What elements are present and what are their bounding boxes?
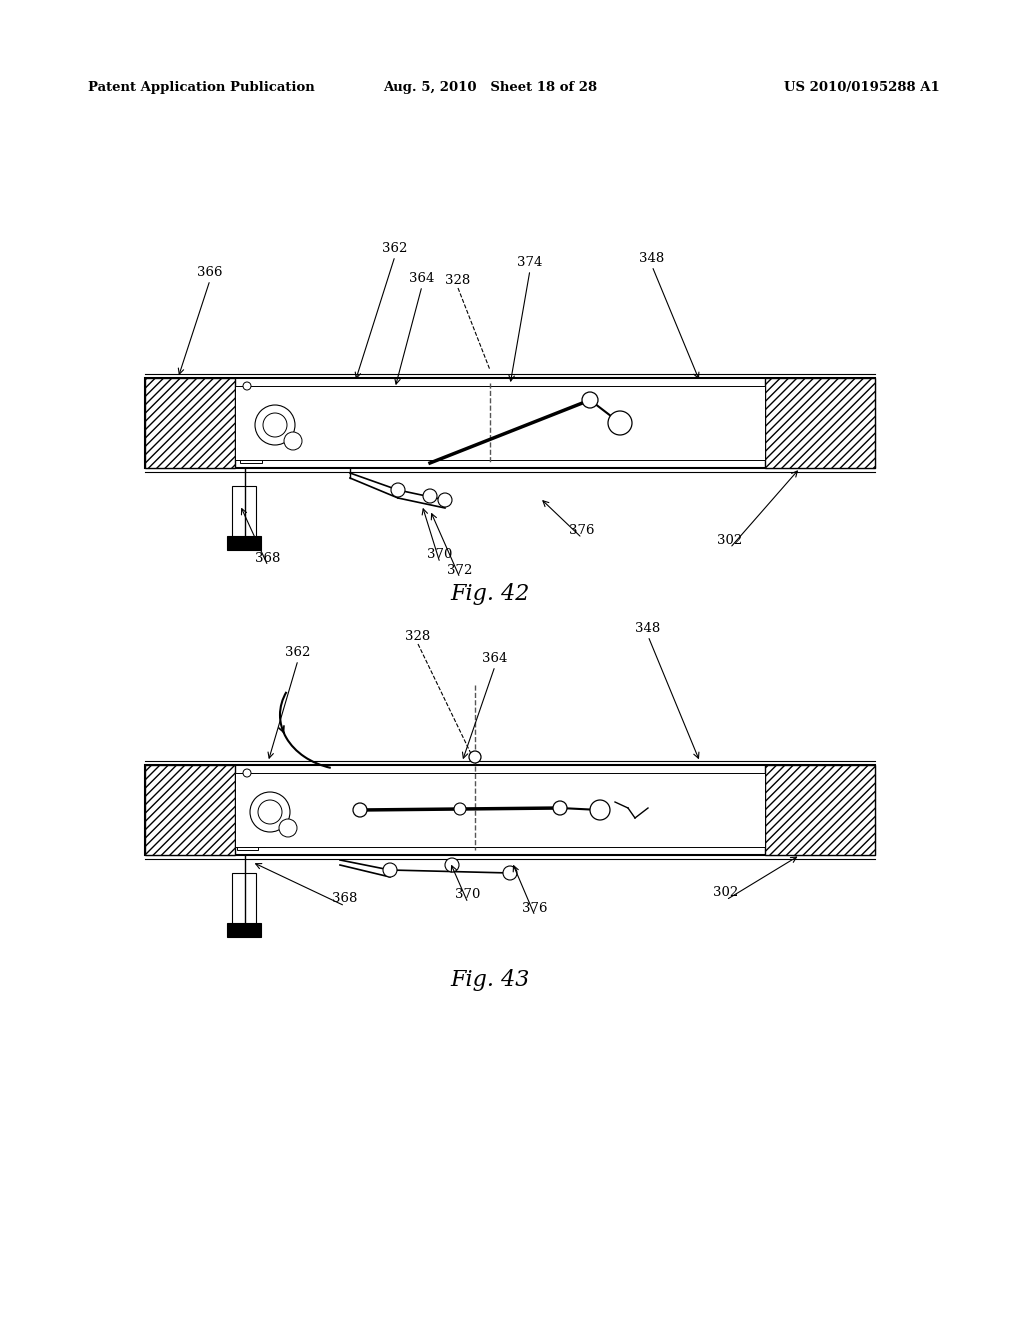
- Circle shape: [438, 492, 452, 507]
- Text: 302: 302: [714, 886, 738, 899]
- Circle shape: [250, 792, 290, 832]
- Circle shape: [454, 803, 466, 814]
- Bar: [259, 396, 273, 451]
- Text: 376: 376: [522, 902, 548, 915]
- Text: Aug. 5, 2010   Sheet 18 of 28: Aug. 5, 2010 Sheet 18 of 28: [383, 82, 597, 95]
- Circle shape: [255, 405, 295, 445]
- Text: Patent Application Publication: Patent Application Publication: [88, 82, 314, 95]
- Text: 364: 364: [410, 272, 434, 285]
- Circle shape: [582, 392, 598, 408]
- Circle shape: [243, 381, 251, 389]
- Bar: [224, 779, 240, 843]
- Text: 302: 302: [718, 533, 742, 546]
- Bar: [227, 923, 261, 937]
- Text: 376: 376: [569, 524, 595, 536]
- Text: 362: 362: [286, 645, 310, 659]
- Bar: [765, 766, 874, 855]
- Text: 366: 366: [198, 265, 223, 279]
- Text: 374: 374: [517, 256, 543, 268]
- Bar: [227, 536, 261, 550]
- Bar: [145, 378, 234, 469]
- Circle shape: [263, 413, 287, 437]
- Text: 368: 368: [333, 891, 357, 904]
- Bar: [227, 392, 244, 455]
- Bar: [232, 486, 256, 540]
- Text: US 2010/0195288 A1: US 2010/0195288 A1: [784, 82, 940, 95]
- Bar: [240, 385, 262, 463]
- Circle shape: [590, 800, 610, 820]
- Bar: [765, 378, 874, 469]
- Bar: [145, 378, 874, 469]
- Bar: [245, 777, 265, 847]
- Circle shape: [608, 411, 632, 436]
- Text: Fig. 43: Fig. 43: [451, 969, 529, 991]
- Bar: [248, 389, 268, 459]
- Text: 362: 362: [382, 242, 408, 255]
- Circle shape: [503, 866, 517, 880]
- Circle shape: [383, 863, 397, 876]
- Circle shape: [391, 483, 406, 498]
- Bar: [232, 873, 256, 927]
- Text: Fig. 42: Fig. 42: [451, 583, 529, 605]
- Bar: [237, 779, 257, 845]
- Circle shape: [423, 488, 437, 503]
- Bar: [145, 766, 874, 855]
- Text: 348: 348: [635, 622, 660, 635]
- Circle shape: [353, 803, 367, 817]
- Text: 372: 372: [447, 564, 473, 577]
- Text: 370: 370: [456, 888, 480, 902]
- Circle shape: [258, 800, 282, 824]
- Text: 348: 348: [639, 252, 665, 264]
- Circle shape: [445, 858, 459, 873]
- Circle shape: [284, 432, 302, 450]
- Bar: [234, 385, 765, 459]
- Circle shape: [469, 751, 481, 763]
- Text: 368: 368: [255, 552, 281, 565]
- Text: 364: 364: [482, 652, 508, 664]
- Text: 328: 328: [406, 630, 431, 643]
- Circle shape: [279, 818, 297, 837]
- Text: 328: 328: [445, 273, 471, 286]
- Circle shape: [553, 801, 567, 814]
- Bar: [237, 774, 258, 850]
- Circle shape: [243, 770, 251, 777]
- Text: 370: 370: [427, 549, 453, 561]
- Bar: [237, 392, 257, 458]
- Bar: [234, 774, 765, 847]
- Bar: [145, 766, 234, 855]
